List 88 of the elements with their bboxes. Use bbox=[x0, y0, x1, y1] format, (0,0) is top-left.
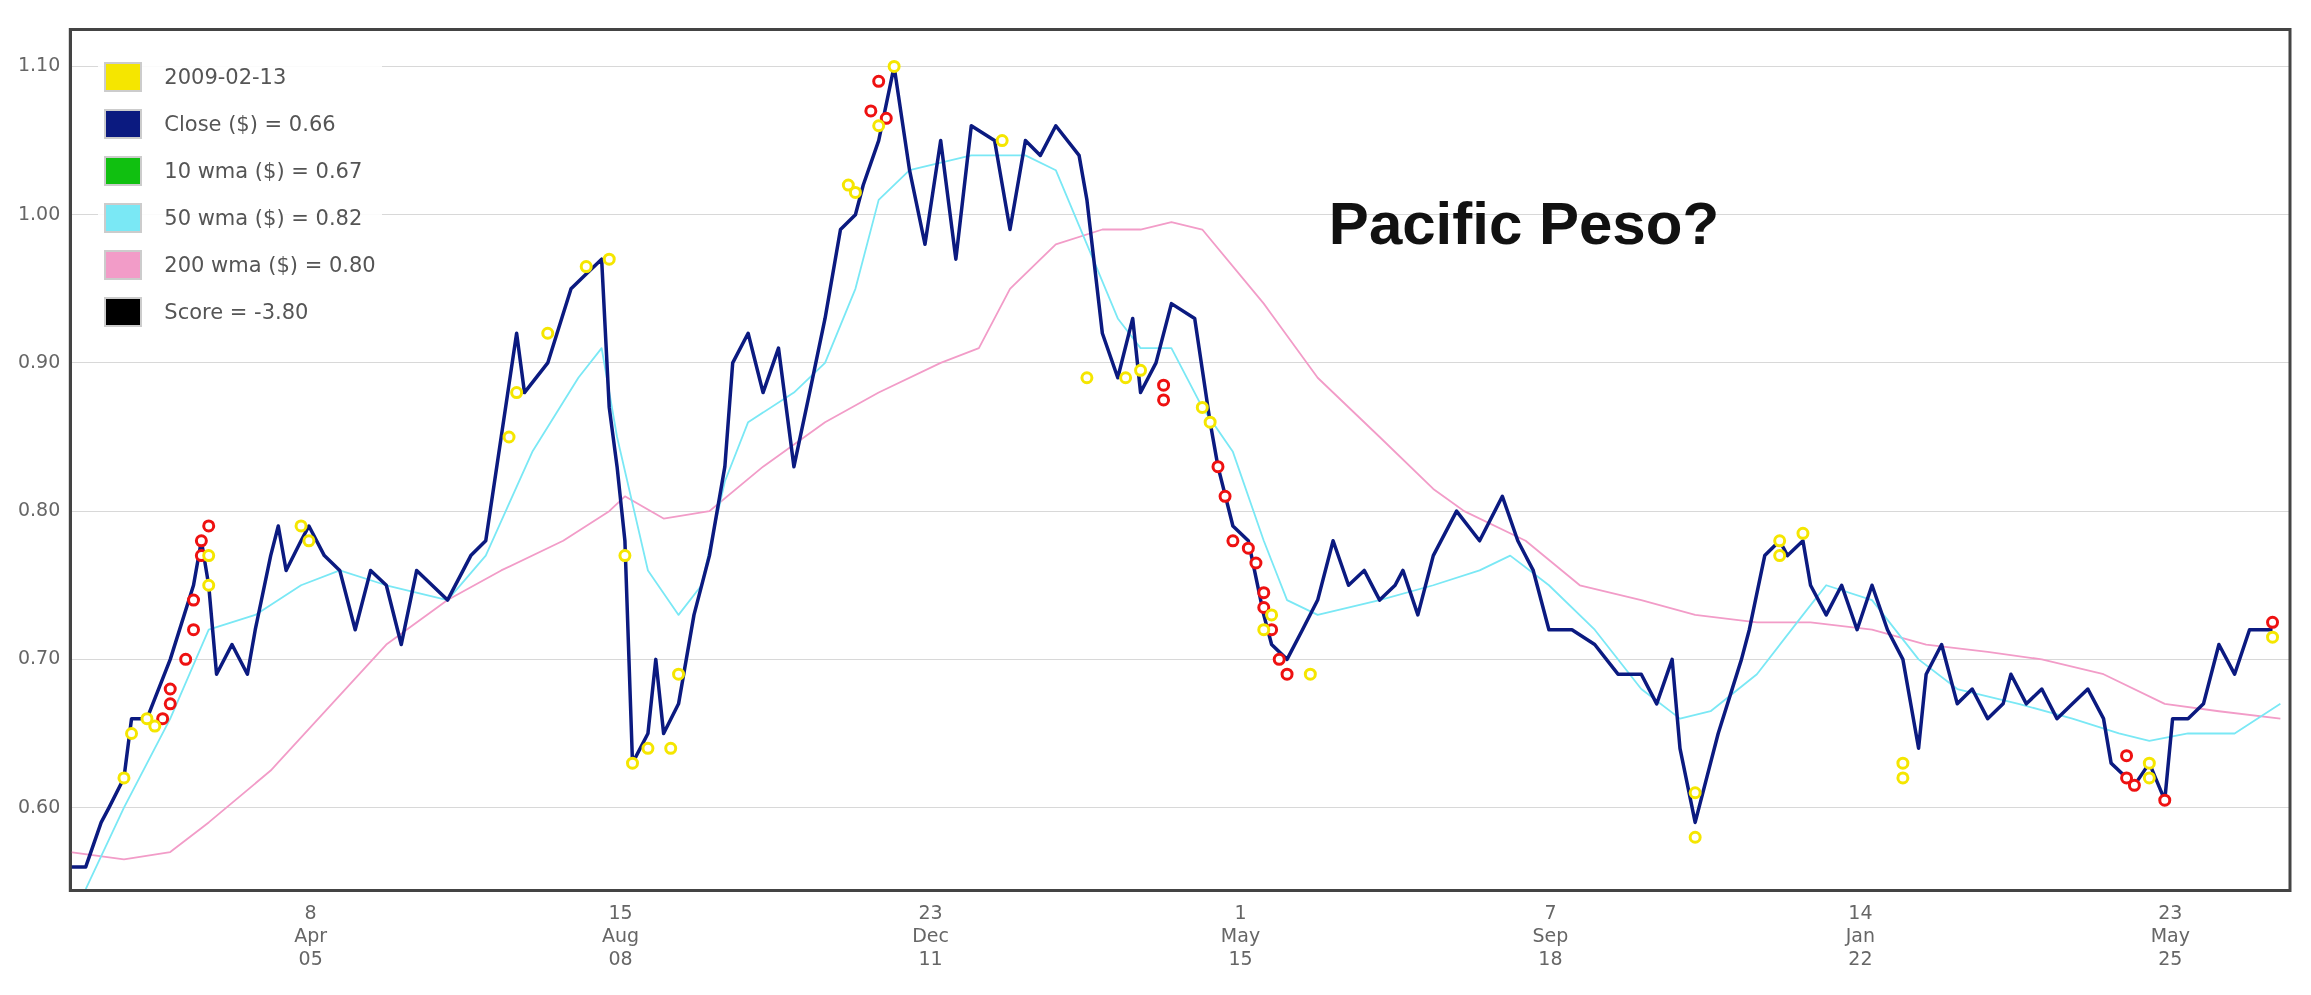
legend-label: 200 wma ($) = 0.80 bbox=[164, 252, 376, 277]
y-tick-label: 1.00 bbox=[17, 201, 61, 224]
point bbox=[1226, 534, 1240, 548]
point bbox=[1241, 541, 1255, 555]
point bbox=[148, 719, 162, 733]
point bbox=[618, 549, 632, 563]
point bbox=[502, 430, 516, 444]
x-tick-label: 8 Apr 05 bbox=[294, 900, 328, 969]
point bbox=[294, 519, 308, 533]
y-tick-label: 0.80 bbox=[17, 498, 61, 521]
point bbox=[2127, 778, 2141, 792]
point bbox=[510, 386, 524, 400]
point bbox=[864, 104, 878, 118]
point bbox=[1157, 378, 1171, 392]
point bbox=[887, 59, 901, 73]
point bbox=[1896, 771, 1910, 785]
text: Pacific Peso? bbox=[1328, 189, 1720, 259]
point bbox=[848, 185, 862, 199]
point bbox=[1119, 371, 1133, 385]
point bbox=[179, 652, 193, 666]
y-tick-label: 1.10 bbox=[17, 53, 61, 76]
y-tick-label: 0.90 bbox=[17, 349, 61, 372]
point bbox=[163, 697, 177, 711]
point bbox=[2266, 615, 2280, 629]
x-tick-label: 1 May 15 bbox=[1220, 900, 1261, 969]
point bbox=[541, 326, 555, 340]
point bbox=[2120, 771, 2134, 785]
point bbox=[1688, 786, 1702, 800]
point bbox=[140, 712, 154, 726]
point bbox=[602, 252, 616, 266]
point bbox=[163, 682, 177, 696]
point bbox=[1249, 556, 1263, 570]
point bbox=[626, 756, 639, 770]
x-tick-label: 14 Jan 22 bbox=[1844, 900, 1876, 969]
point bbox=[841, 178, 855, 192]
point bbox=[672, 667, 686, 681]
point bbox=[1134, 363, 1148, 377]
point bbox=[125, 726, 139, 740]
x-tick-label: 23 Dec 11 bbox=[912, 900, 949, 969]
legend-label: 50 wma ($) = 0.82 bbox=[164, 205, 363, 230]
point bbox=[1157, 393, 1171, 407]
point bbox=[579, 260, 593, 274]
point bbox=[1265, 608, 1279, 622]
point bbox=[1773, 549, 1787, 563]
point bbox=[202, 549, 216, 563]
point bbox=[302, 534, 316, 548]
point bbox=[1688, 830, 1702, 844]
legend-label: Close ($) = 0.66 bbox=[164, 111, 336, 136]
x-tick-label: 15 Aug 08 bbox=[602, 900, 640, 969]
point bbox=[2142, 771, 2156, 785]
point bbox=[2158, 793, 2172, 807]
point bbox=[1211, 460, 1225, 474]
point bbox=[194, 534, 208, 548]
legend-label: Score = -3.80 bbox=[164, 299, 309, 324]
point bbox=[187, 623, 201, 637]
point bbox=[1773, 534, 1787, 548]
y-tick-label: 0.70 bbox=[17, 646, 61, 669]
point bbox=[641, 741, 655, 755]
point bbox=[1257, 600, 1271, 614]
point bbox=[1080, 371, 1094, 385]
point bbox=[1303, 667, 1317, 681]
point bbox=[2142, 756, 2156, 770]
point bbox=[872, 119, 886, 133]
point bbox=[1195, 400, 1209, 414]
x-tick-label: 7 Sep 18 bbox=[1532, 900, 1569, 969]
point bbox=[1203, 415, 1217, 429]
point bbox=[2266, 630, 2280, 644]
point bbox=[1272, 652, 1286, 666]
point bbox=[187, 593, 201, 607]
point bbox=[2120, 749, 2134, 763]
y-tick-label: 0.60 bbox=[17, 794, 61, 817]
point bbox=[1218, 489, 1232, 503]
point bbox=[202, 578, 216, 592]
point bbox=[995, 134, 1009, 148]
point bbox=[872, 74, 886, 88]
point bbox=[156, 712, 170, 726]
point bbox=[1257, 586, 1271, 600]
legend-label: 10 wma ($) = 0.67 bbox=[164, 158, 363, 183]
point bbox=[202, 519, 216, 533]
point bbox=[1280, 667, 1294, 681]
x-tick-label: 23 May 25 bbox=[2150, 900, 2190, 969]
point bbox=[664, 741, 678, 755]
point bbox=[879, 111, 893, 125]
legend-label: 2009-02-13 bbox=[164, 64, 287, 89]
point bbox=[117, 771, 131, 785]
point bbox=[1257, 623, 1271, 637]
point bbox=[1796, 526, 1810, 540]
point bbox=[1896, 756, 1910, 770]
